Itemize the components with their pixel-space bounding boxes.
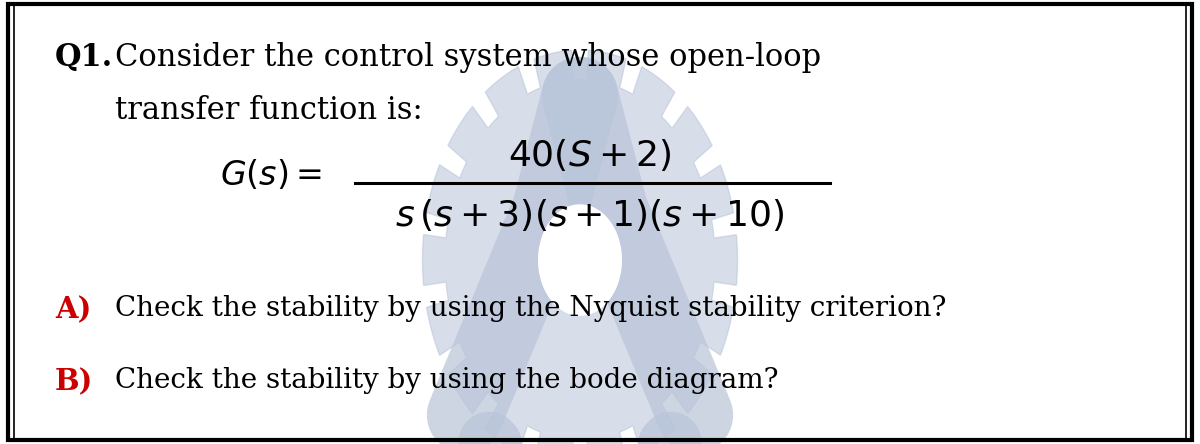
Text: $40(S + 2)$: $40(S + 2)$ xyxy=(509,137,672,173)
Polygon shape xyxy=(422,50,738,444)
Text: Check the stability by using the Nyquist stability criterion?: Check the stability by using the Nyquist… xyxy=(115,295,947,322)
Text: Consider the control system whose open-loop: Consider the control system whose open-l… xyxy=(115,42,821,73)
Text: $s\,(s + 3)(s + 1)(s + 10)$: $s\,(s + 3)(s + 1)(s + 10)$ xyxy=(395,197,785,233)
Text: Q1.: Q1. xyxy=(55,42,113,73)
Text: $G(s) =$: $G(s) =$ xyxy=(220,158,322,192)
Text: A): A) xyxy=(55,295,91,324)
Polygon shape xyxy=(539,205,622,315)
Text: B): B) xyxy=(55,367,94,396)
Polygon shape xyxy=(539,205,622,315)
Text: transfer function is:: transfer function is: xyxy=(115,95,422,126)
Text: Check the stability by using the bode diagram?: Check the stability by using the bode di… xyxy=(115,367,779,394)
